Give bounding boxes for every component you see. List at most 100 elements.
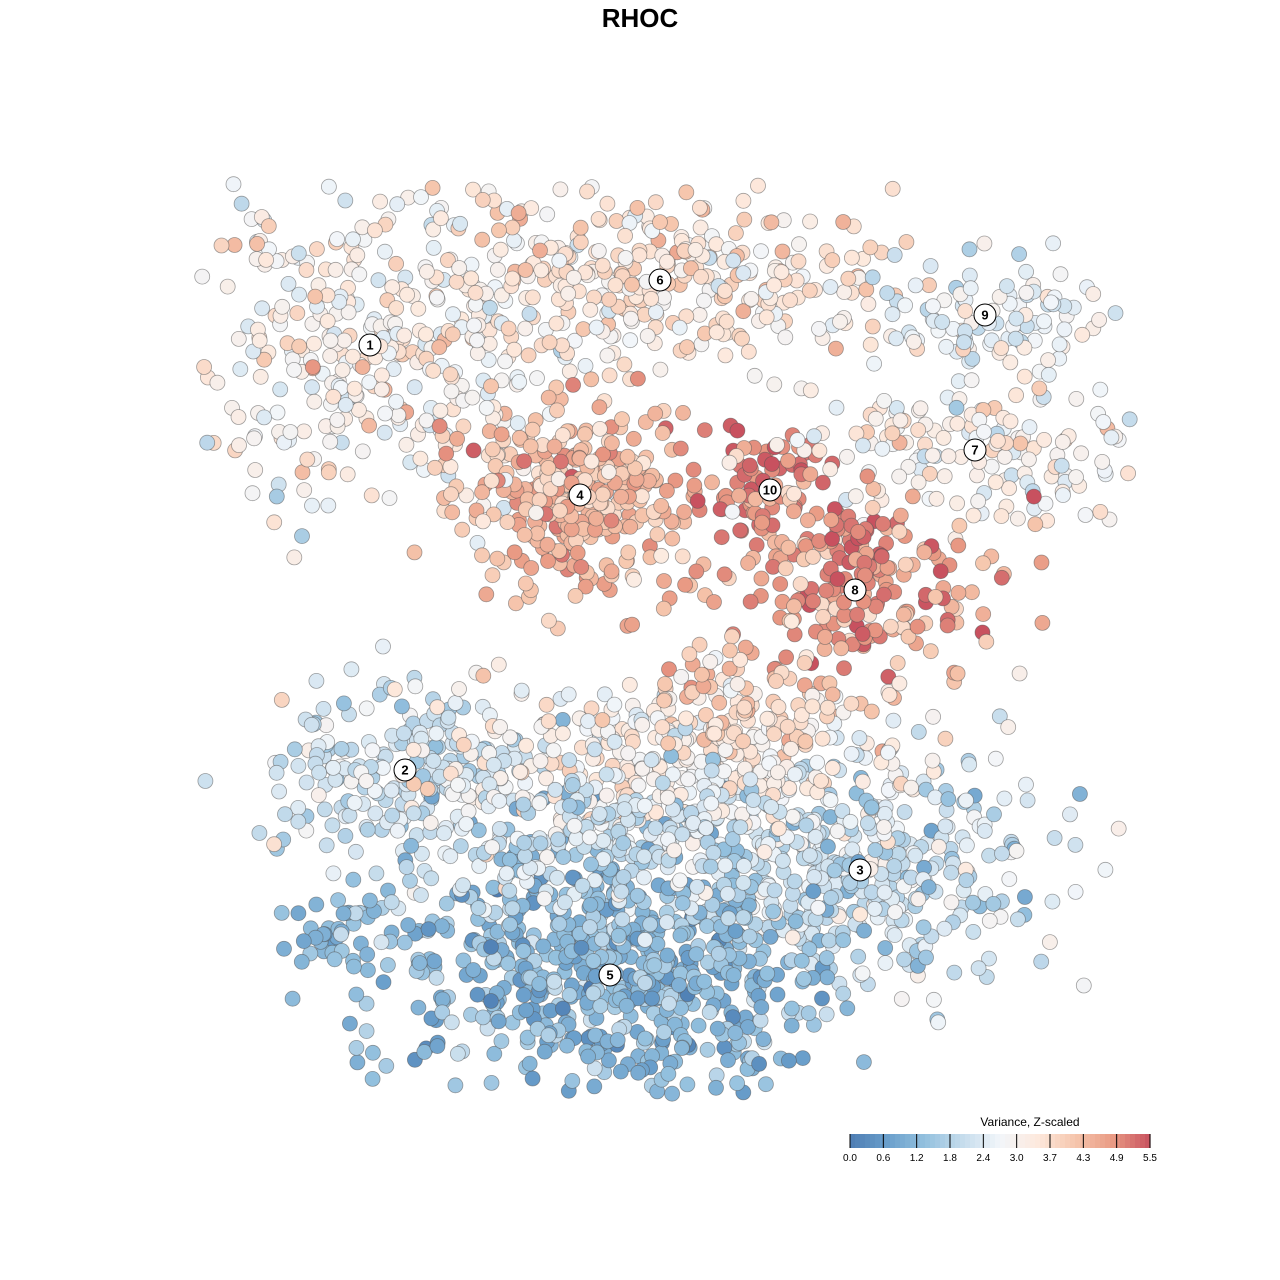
scatter-point [675,404,691,421]
scatter-point [659,789,676,806]
scatter-point [1092,503,1109,520]
scatter-point [706,725,723,742]
scatter-point [976,423,992,440]
legend-tick-label: 0.0 [843,1153,857,1164]
scatter-point [613,883,630,900]
scatter-point [922,643,939,660]
scatter-point [896,804,913,820]
scatter-point [1010,911,1026,928]
scatter-point [630,1064,647,1081]
scatter-point [689,492,706,509]
legend-color-segment [865,1134,871,1148]
scatter-point [926,991,942,1008]
scatter-point [842,813,859,830]
scatter-point [661,995,677,1012]
scatter-point [528,505,544,521]
scatter-point [720,1052,736,1069]
scatter-point [623,310,639,327]
scatter-point [824,760,841,776]
scatter-point [345,231,361,248]
scatter-point [290,800,307,816]
scatter-point [582,897,599,913]
legend-color-segment [1040,1134,1046,1148]
scatter-point [1067,884,1084,900]
cluster-label-badge [598,963,622,987]
scatter-point [637,975,653,991]
scatter-point [828,399,845,416]
scatter-point [541,612,557,629]
scatter-point [702,653,719,670]
scatter-point [304,497,320,514]
scatter-point [335,695,352,712]
scatter-point [560,285,577,302]
scatter-point [694,666,710,683]
scatter-point [604,435,620,452]
scatter-point [592,998,609,1014]
scatter-point [475,513,491,530]
scatter-point [874,440,891,457]
scatter-point [854,773,871,790]
scatter-point [582,919,598,935]
scatter-point [345,958,362,975]
scatter-point [655,600,672,617]
scatter-point [884,425,901,442]
legend-color-segment [930,1134,936,1148]
scatter-point [636,869,652,886]
scatter-point [867,842,884,858]
scatter-point [295,933,312,949]
scatter-point [752,1012,769,1029]
scatter-point [620,544,637,561]
scatter-point [742,771,759,788]
scatter-point [666,842,683,859]
scatter-point [789,432,806,449]
scatter-point [924,447,941,464]
scatter-point [735,192,752,209]
scatter-point [582,301,599,318]
scatter-point [412,887,429,903]
scatter-point [863,703,880,720]
scatter-point [620,745,637,762]
scatter-point [702,858,719,875]
scatter-point [1034,615,1051,631]
scatter-point [376,243,393,260]
scatter-point [775,853,791,869]
scatter-point [991,708,1008,725]
scatter-point [478,586,495,603]
scatter-point [754,514,770,531]
legend-color-segment [1035,1134,1041,1148]
scatter-point [1031,380,1048,397]
legend-tick-label: 3.7 [1043,1153,1057,1164]
scatter-point [965,507,982,524]
scatter-point [399,286,416,303]
scatter-point [780,452,796,469]
scatter-point [1055,487,1071,504]
scatter-point [298,262,315,278]
scatter-point [639,328,656,344]
scatter-point [840,270,857,287]
scatter-point [591,399,608,416]
scatter-point [786,873,803,890]
scatter-point [1120,465,1136,482]
scatter-point [304,379,320,396]
scatter-point [643,752,660,768]
scatter-point [506,544,523,561]
scatter-point [594,931,610,948]
scatter-point [710,945,727,962]
scatter-point [1002,354,1019,371]
scatter-point [1068,469,1084,486]
scatter-point [561,797,578,814]
scatter-point [864,499,881,516]
scatter-point [654,425,671,442]
scatter-point [450,777,466,793]
scatter-point [434,1004,451,1021]
scatter-point [735,303,752,320]
scatter-point [779,718,796,735]
scatter-point [1018,284,1035,301]
scatter-point [688,946,705,963]
scatter-point [835,214,852,230]
scatter-point [886,927,903,943]
scatter-point [452,838,469,854]
scatter-point [291,286,308,303]
scatter-point [518,737,534,754]
scatter-point [619,448,636,465]
